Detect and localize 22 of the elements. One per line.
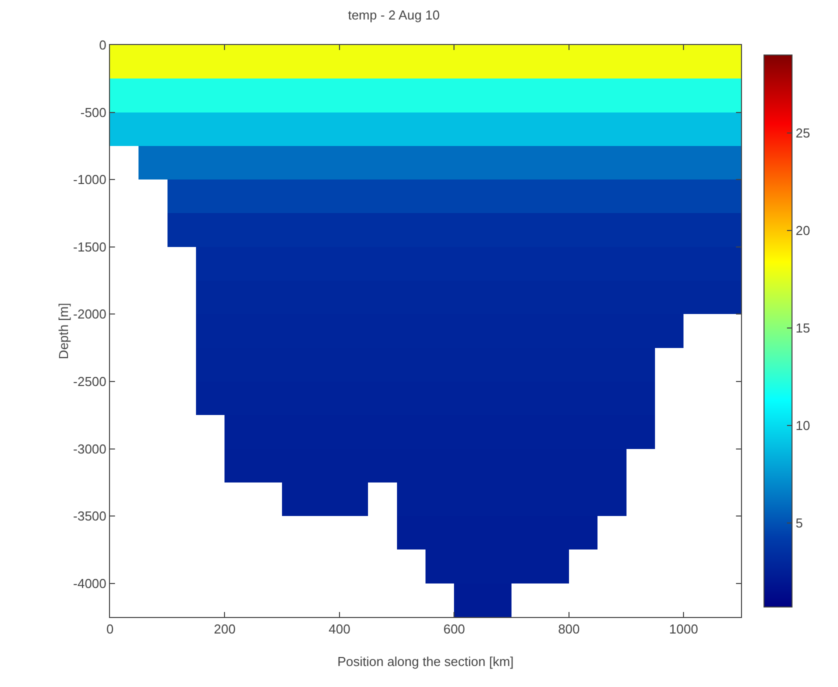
y-tick-label: -2000 bbox=[73, 306, 106, 322]
y-tick-label: -1500 bbox=[73, 239, 106, 254]
chart-title: temp - 2 Aug 10 bbox=[348, 7, 440, 22]
y-tick-label: -2500 bbox=[73, 374, 106, 390]
y-tick-label: -1000 bbox=[73, 172, 106, 188]
color-bar-label: 10 bbox=[796, 418, 810, 434]
color-bar-label: 15 bbox=[796, 320, 810, 336]
y-tick-label: -3000 bbox=[73, 441, 106, 456]
color-bar-label: 5 bbox=[796, 516, 803, 531]
y-tick-label: 0 bbox=[99, 38, 106, 53]
y-tick-label: -3500 bbox=[73, 508, 106, 524]
x-axis-title: Position along the section [km] bbox=[337, 654, 514, 669]
y-tick-label: -500 bbox=[80, 104, 106, 120]
x-tick-label: 800 bbox=[558, 622, 580, 637]
y-axis-title: Depth [m] bbox=[56, 302, 72, 360]
x-tick-label: 200 bbox=[214, 622, 236, 637]
color-bar-label: 25 bbox=[796, 126, 810, 141]
x-tick-label: 1000 bbox=[669, 622, 698, 637]
x-tick-label: 600 bbox=[443, 622, 466, 637]
y-tick-label: -4000 bbox=[73, 576, 106, 591]
color-bar-label: 20 bbox=[796, 223, 810, 238]
x-tick-label: 400 bbox=[328, 622, 350, 637]
